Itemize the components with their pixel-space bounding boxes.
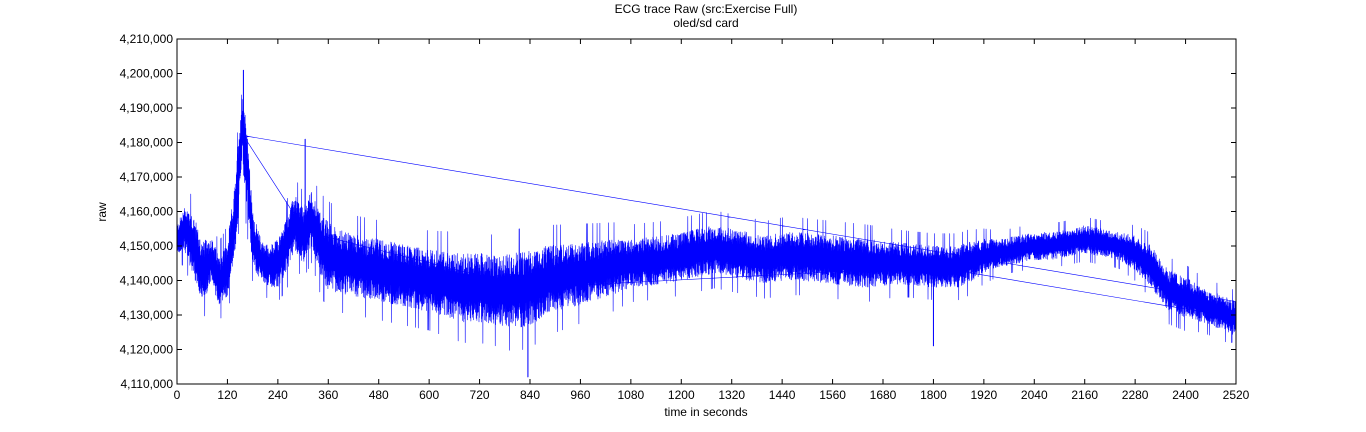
x-tick-label: 2280 (1122, 388, 1149, 402)
y-tick-label: 4,190,000 (120, 101, 174, 115)
y-tick-label: 4,140,000 (120, 274, 174, 288)
x-tick-label: 720 (470, 388, 490, 402)
chart-subtitle: oled/sd card (673, 16, 738, 30)
x-axis-label: time in seconds (664, 405, 747, 419)
x-tick-label: 2400 (1172, 388, 1199, 402)
x-tick-label: 2160 (1071, 388, 1098, 402)
x-tick-label: 1680 (870, 388, 897, 402)
y-tick-label: 4,170,000 (120, 170, 174, 184)
x-tick-label: 1560 (819, 388, 846, 402)
y-tick-label: 4,210,000 (120, 32, 174, 46)
x-tick-label: 840 (520, 388, 540, 402)
x-tick-label: 1800 (920, 388, 947, 402)
x-tick-label: 2520 (1223, 388, 1250, 402)
x-tick-label: 960 (570, 388, 590, 402)
y-tick-label: 4,110,000 (121, 377, 174, 391)
ticks: 0 120 240 360 480 600 720 840 960 1080 1200 1320 144… (120, 32, 1250, 402)
x-tick-label: 1080 (618, 388, 645, 402)
y-tick-label: 4,200,000 (120, 67, 174, 81)
axes (176, 38, 1237, 385)
y-tick-label: 4,130,000 (120, 308, 174, 322)
x-tick-label: 600 (419, 388, 439, 402)
x-tick-label: 0 (174, 388, 181, 402)
plot-frame (176, 38, 1237, 385)
x-tick-label: 2040 (1021, 388, 1048, 402)
x-tick-label: 1440 (769, 388, 796, 402)
y-tick-label: 4,180,000 (120, 136, 174, 150)
x-tick-label: 1200 (668, 388, 695, 402)
y-tick-label: 4,160,000 (120, 205, 174, 219)
x-tick-label: 360 (318, 388, 338, 402)
x-tick-label: 240 (268, 388, 288, 402)
y-axis-label: raw (95, 202, 109, 222)
x-tick-label: 120 (217, 388, 237, 402)
x-tick-label: 1920 (971, 388, 998, 402)
x-tick-label: 1320 (718, 388, 745, 402)
x-tick-label: 480 (369, 388, 389, 402)
y-tick-label: 4,120,000 (120, 343, 174, 357)
ecg-trace (176, 69, 1237, 378)
series-line (176, 69, 1237, 378)
y-tick-label: 4,150,000 (120, 239, 174, 253)
chart-title: ECG trace Raw (src:Exercise Full) (615, 2, 798, 16)
